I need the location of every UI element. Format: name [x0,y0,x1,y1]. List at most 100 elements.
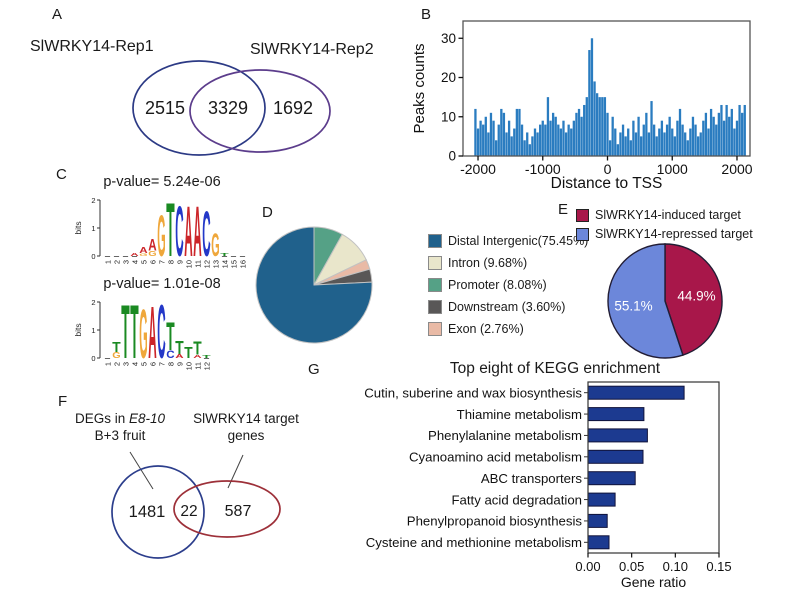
histogram-bar [668,116,671,156]
logo-position-label: 6 [148,260,157,264]
histogram-bar [528,144,531,156]
bits-tick-label: 2 [91,298,95,307]
logo-position-label: 11 [193,260,202,268]
histogram-bar [621,124,625,156]
logo-position-label: 3 [121,362,130,366]
histogram-bar [681,124,684,156]
histogram-bar [489,112,493,156]
legend-swatch-distal-intergenic [428,234,442,248]
logo-position-label: 1 [103,260,112,264]
histogram-bar [645,112,648,156]
logo-letter-T: T [193,339,201,360]
histogram-bar [583,104,586,156]
histogram-bar [611,116,614,156]
logo-position-label: 7 [157,260,166,264]
histogram-bar [588,50,591,156]
histogram-bar [673,136,676,156]
kegg-x-tick-label: 0.15 [706,559,731,574]
venn-a-right-set-label: SlWRKY14-Rep2 [250,41,374,58]
logo-position-label: 10 [184,260,193,268]
histogram-bar [709,108,713,156]
legend-label: Exon (2.76%) [448,322,524,336]
logo-letter-T: T [121,291,129,375]
legend-swatch-induced [576,208,589,222]
kegg-category-label: Phenylalanine metabolism [428,428,582,443]
bits-tick-label: 2 [91,196,95,205]
histogram-bar [632,120,635,156]
histogram-bar [642,124,645,156]
histogram-bar [691,116,695,156]
x-tick-label: 2000 [721,161,752,177]
legend-item: SlWRKY14-induced target [576,208,753,222]
kegg-bar [587,449,644,464]
histogram-bar [652,124,656,156]
logo-position-label: 4 [130,260,139,264]
legend-item: Promoter (8.08%) [428,278,588,292]
histogram-bar [743,104,746,156]
histogram-bar [570,128,573,156]
pie-slice [607,243,684,359]
histogram-bar [551,112,555,156]
histogram-bar [715,124,718,156]
histogram-bar [629,140,632,156]
histogram-bar [694,124,697,156]
histogram-bar [614,128,617,156]
logo-letter-T: T [184,344,193,362]
panel-e-label: E [558,201,569,218]
legend-swatch-downstream [428,300,442,314]
logo-letter-A: A [193,191,201,271]
histogram-bar [616,144,620,156]
plot-frame [587,381,720,554]
histogram-bar [495,140,498,156]
x-tick-label: -1000 [525,161,561,177]
logo-letter-A: A [148,292,156,375]
y-tick-label: 0 [448,149,456,164]
legend-label: Downstream (3.60%) [448,300,566,314]
histogram-bar [572,120,575,156]
logo-position-label: 14 [220,260,229,268]
legend-label: Distal Intergenic(75.45%) [448,234,589,248]
kegg-bar [587,492,616,507]
histogram-bar [598,97,601,156]
kegg-bar [587,407,645,422]
histogram-bar [655,136,658,156]
logo-position-label: 5 [139,362,148,366]
logo-position-label: 12 [202,362,211,370]
histogram-bar [696,136,700,156]
pie-slice [255,226,373,344]
bits-tick-label: 1 [91,224,95,233]
logo-position-label: 8 [166,260,175,264]
histogram-bar [684,132,687,156]
venn-degs-targets: 1481 22 587 [111,451,281,559]
logo-letter-C: C [175,191,183,271]
histogram-bar [722,120,726,156]
logo-letter-G: G [139,253,147,257]
histogram-bar [546,97,550,156]
histogram-bar [590,38,594,156]
histogram-bar [577,108,581,156]
logo-letter-A: A [184,191,192,271]
kegg-bar [587,471,636,486]
logo-position-label: 11 [193,362,202,370]
histogram-bar [658,128,661,156]
histogram-bar [637,116,640,156]
histogram-bar [474,108,477,156]
histogram-bar [539,124,542,156]
logo-position-label: 8 [166,362,175,366]
kegg-bar [587,428,648,443]
histogram-bar [707,128,710,156]
histogram-bar [627,128,630,156]
logo-letter-A: A [175,354,183,359]
panel-d-label: D [262,204,273,221]
histogram-bar [484,116,487,156]
histogram-bar [544,124,547,156]
histogram-bar [533,128,537,156]
panel-f-label: F [58,393,68,410]
logo-letter-T: T [112,340,121,356]
histogram-bar [518,108,521,156]
y-tick-label: 20 [441,70,456,85]
histogram-bar [712,116,715,156]
histogram-bar [580,116,583,156]
histogram-bar [699,132,702,156]
